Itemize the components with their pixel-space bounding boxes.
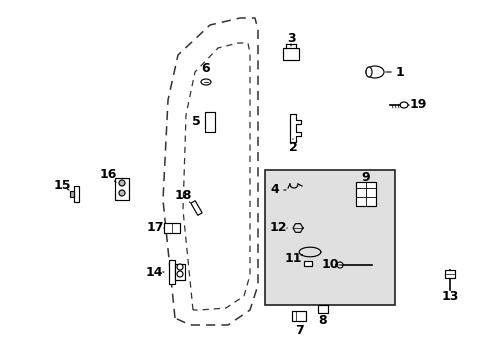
Circle shape: [119, 180, 125, 186]
Circle shape: [177, 271, 183, 277]
Text: 2: 2: [288, 141, 297, 154]
Bar: [204, 112, 215, 132]
Text: 3: 3: [286, 31, 295, 45]
Bar: [444, 270, 454, 278]
Text: 9: 9: [361, 171, 369, 184]
Bar: [304, 261, 311, 266]
Bar: [190, 201, 202, 215]
Bar: [291, 311, 305, 321]
Text: 19: 19: [408, 99, 426, 112]
Bar: [74, 186, 79, 202]
Bar: [169, 260, 175, 284]
Ellipse shape: [399, 102, 407, 108]
Text: 12: 12: [269, 221, 286, 234]
Text: 8: 8: [318, 314, 326, 327]
Ellipse shape: [201, 79, 210, 85]
Bar: [163, 223, 180, 233]
Ellipse shape: [365, 67, 371, 77]
Bar: [175, 264, 184, 280]
Text: 10: 10: [321, 258, 338, 271]
Text: 4: 4: [270, 184, 279, 197]
Text: 16: 16: [99, 168, 117, 181]
Bar: [317, 305, 327, 313]
Bar: [70, 191, 74, 197]
Text: 7: 7: [294, 324, 303, 337]
Circle shape: [177, 264, 183, 270]
Text: 14: 14: [145, 265, 163, 279]
Bar: [355, 182, 375, 206]
Bar: [115, 178, 129, 200]
Text: 1: 1: [395, 66, 404, 78]
Circle shape: [336, 262, 342, 268]
Text: 13: 13: [440, 289, 458, 302]
Text: 11: 11: [284, 252, 301, 265]
Text: 6: 6: [201, 62, 210, 75]
Text: 15: 15: [53, 180, 71, 193]
Ellipse shape: [365, 66, 383, 78]
Bar: [264, 170, 394, 305]
Circle shape: [119, 190, 125, 196]
Text: 17: 17: [146, 221, 163, 234]
Text: 5: 5: [191, 116, 200, 129]
Text: 18: 18: [174, 189, 191, 202]
Bar: [283, 48, 298, 60]
